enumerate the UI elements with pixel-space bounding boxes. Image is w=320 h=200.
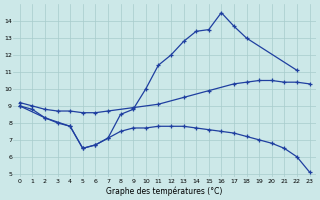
X-axis label: Graphe des températures (°C): Graphe des températures (°C) — [107, 186, 223, 196]
